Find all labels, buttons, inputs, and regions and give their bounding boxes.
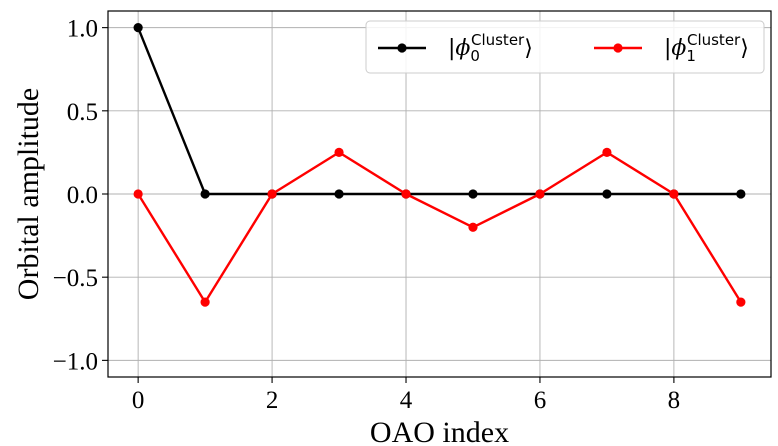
series-line: [137, 151, 742, 304]
legend-label-part: 1: [686, 47, 696, 65]
legend-marker: [613, 43, 623, 53]
data-point: [669, 189, 679, 199]
legend-label-part: ϕ: [455, 36, 470, 61]
series-line: [137, 27, 741, 196]
series: [133, 23, 746, 307]
data-point: [736, 297, 746, 307]
legend-entry: |ϕ1Cluster⟩: [594, 31, 749, 65]
data-point: [200, 189, 210, 199]
y-tick-label: −1.0: [53, 348, 98, 375]
x-axis-label: OAO index: [370, 416, 509, 446]
legend: |ϕ0Cluster⟩ |ϕ1Cluster⟩: [365, 20, 765, 74]
series-1: [133, 147, 746, 307]
legend-label-part: ϕ: [671, 36, 686, 61]
y-tick-label: 0.5: [67, 99, 98, 126]
legend-label-part: Cluster: [687, 31, 741, 49]
legend-label-part: ⟩: [740, 36, 749, 61]
data-point: [602, 189, 612, 199]
data-point: [267, 189, 277, 199]
y-tick-label: 0.0: [67, 182, 98, 209]
data-point: [334, 147, 344, 158]
data-point: [602, 147, 612, 158]
data-point: [535, 189, 545, 199]
data-point: [133, 23, 143, 33]
legend-marker: [397, 43, 407, 53]
legend-entry: |ϕ0Cluster⟩: [378, 31, 533, 65]
legend-label-part: Cluster: [471, 31, 525, 49]
data-point: [133, 189, 143, 199]
x-tick-label: 8: [668, 387, 681, 414]
y-tick-label: 1.0: [67, 16, 98, 43]
legend-label-part: |: [448, 36, 455, 61]
data-point: [736, 189, 746, 199]
legend-box: [365, 20, 765, 74]
legend-label-part: |: [664, 36, 671, 61]
x-tick-label: 4: [400, 387, 413, 414]
y-axis-label: Orbital amplitude: [12, 88, 45, 300]
x-tick-label: 6: [534, 387, 547, 414]
x-tick-label: 0: [132, 387, 145, 414]
x-tick-label: 2: [266, 387, 279, 414]
axis-ticks: 0 2 4 6 8 −1.0 −0.5 0.0 0.5 1.0: [53, 16, 681, 414]
data-point: [468, 189, 478, 199]
y-tick-label: −0.5: [53, 265, 98, 292]
legend-label: |ϕ1Cluster⟩: [664, 31, 749, 65]
data-point: [468, 222, 478, 232]
legend-label-part: 0: [470, 47, 480, 65]
data-point: [401, 189, 411, 199]
legend-label: |ϕ0Cluster⟩: [448, 31, 533, 65]
legend-label-part: ⟩: [524, 36, 533, 61]
data-point: [334, 189, 344, 199]
data-point: [200, 297, 210, 307]
